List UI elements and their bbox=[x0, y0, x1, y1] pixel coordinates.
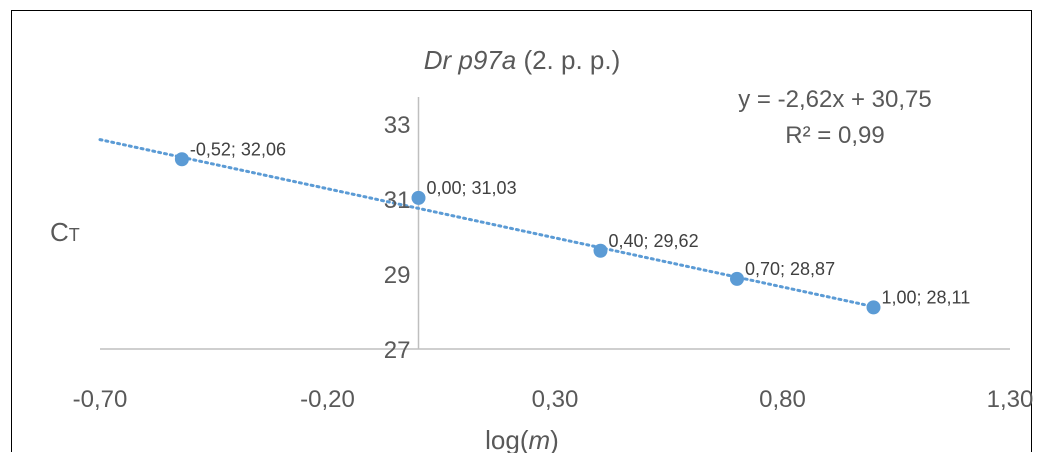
x-axis-title-italic: m bbox=[529, 425, 551, 453]
trendline-r-squared: R² = 0,99 bbox=[785, 122, 884, 149]
x-tick-label-4: 0,80 bbox=[759, 386, 806, 413]
tick-labels: -0,70 -0,20 0,30 0,80 1,30 27 29 31 33 bbox=[73, 112, 1033, 413]
data-point-5 bbox=[866, 300, 881, 315]
x-axis-title-prefix: log( bbox=[485, 425, 529, 453]
y-axis-title-sub: T bbox=[69, 225, 80, 245]
data-label-5: 1,00; 28,11 bbox=[882, 287, 971, 307]
y-axis-title: CT bbox=[50, 217, 80, 247]
x-tick-label-5: 1,30 bbox=[987, 386, 1033, 413]
data-point-1 bbox=[174, 152, 189, 167]
y-tick-label-1: 27 bbox=[384, 337, 411, 364]
y-tick-label-2: 29 bbox=[384, 262, 411, 289]
chart-title-italic: Dr p97a bbox=[424, 45, 517, 75]
x-axis-title-suffix: ) bbox=[550, 425, 559, 453]
y-axis-title-main: C bbox=[50, 217, 69, 247]
x-tick-label-3: 0,30 bbox=[532, 386, 579, 413]
data-labels: -0,52; 32,06 0,00; 31,03 0,40; 29,62 0,70; … bbox=[190, 139, 970, 307]
axes bbox=[100, 97, 1010, 350]
x-tick-label-2: -0,20 bbox=[300, 386, 355, 413]
trendline-equation: y = -2,62x + 30,75 bbox=[738, 86, 931, 113]
data-point-4 bbox=[730, 271, 744, 286]
chart-title: Dr p97a (2. p. p.) bbox=[424, 45, 621, 75]
x-axis-title: log(m) bbox=[485, 425, 559, 453]
data-point-3 bbox=[593, 243, 608, 258]
chart-title-rest: (2. p. p.) bbox=[516, 45, 620, 75]
y-tick-label-4: 33 bbox=[384, 112, 411, 139]
data-label-4: 0,70; 28,87 bbox=[745, 259, 835, 279]
y-tick-label-3: 31 bbox=[384, 187, 411, 214]
data-label-2: 0,00; 31,03 bbox=[427, 178, 517, 198]
trendline-layer bbox=[98, 138, 875, 309]
x-tick-label-1: -0,70 bbox=[73, 386, 128, 413]
chart-area: -0,52; 32,06 0,00; 31,03 0,40; 29,62 0,70; … bbox=[11, 10, 1033, 453]
data-label-3: 0,40; 29,62 bbox=[609, 231, 699, 251]
data-label-1: -0,52; 32,06 bbox=[190, 139, 286, 159]
data-points bbox=[174, 152, 881, 315]
scatter-chart: -0,52; 32,06 0,00; 31,03 0,40; 29,62 0,70; … bbox=[50, 45, 1033, 453]
trendline bbox=[98, 138, 875, 309]
data-point-2 bbox=[411, 190, 426, 205]
